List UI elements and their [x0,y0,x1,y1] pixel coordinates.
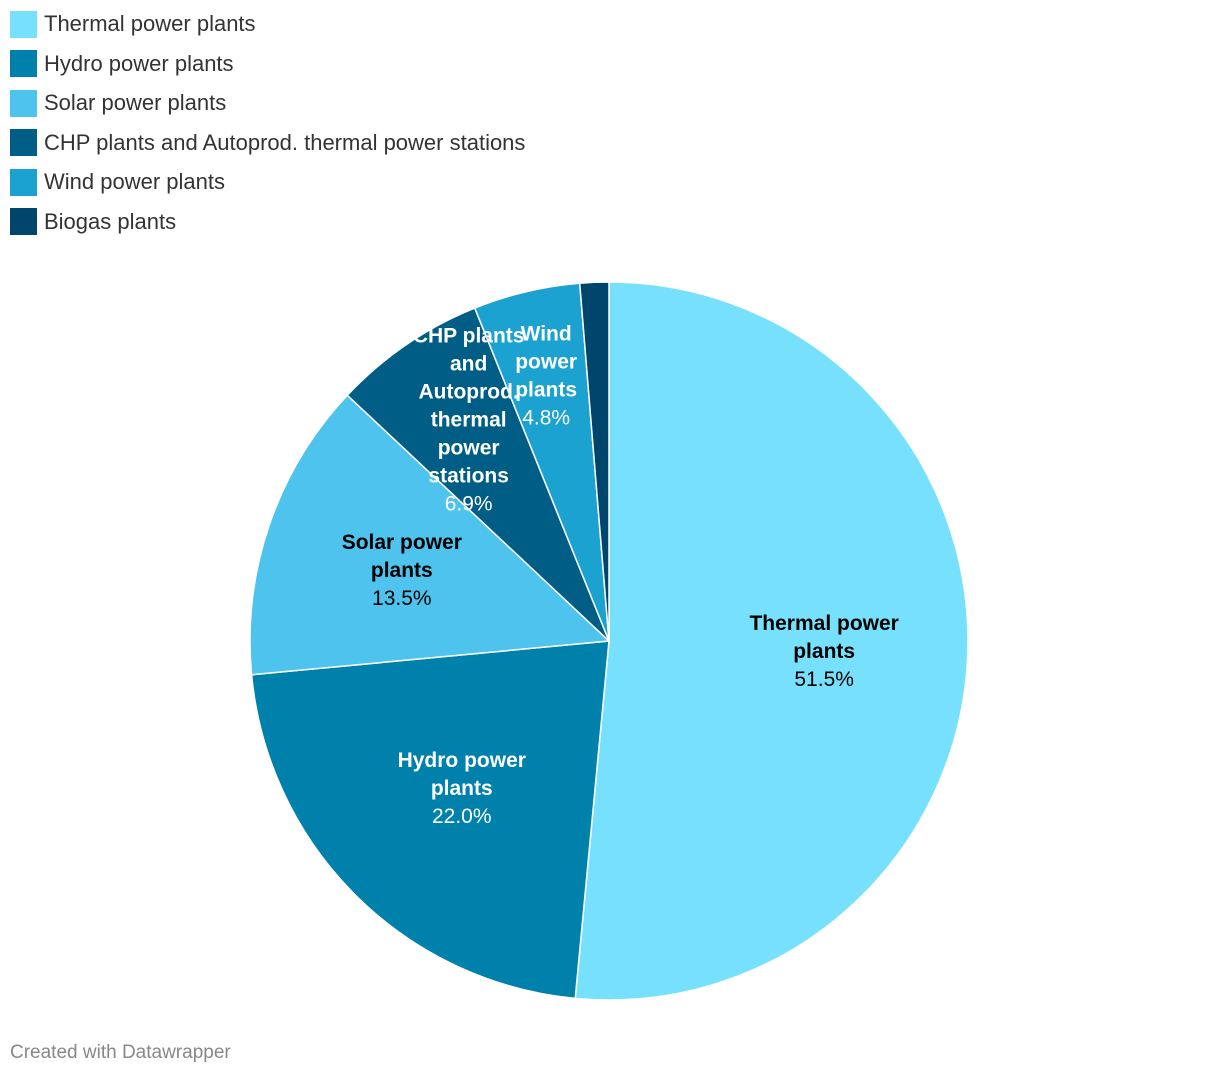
legend-swatch [10,50,37,78]
slice-label-hydro-power-plants: Hydro power plants 22.0% [398,749,526,828]
slice-label-line: power [515,350,577,373]
slice-label-line: Wind [521,322,572,345]
slice-value-label: 22.0% [432,805,492,828]
legend-label: Wind power plants [44,169,225,195]
slice-label-chp-plants-and-autoprod-thermal-power-stations: CHP plants and Autoprod. thermal power statio… [413,325,525,516]
slice-value-label: 6.9% [445,493,493,516]
slice-label-wind-power-plants: Wind power plants 4.8% [515,322,577,429]
slice-label-line: Thermal power [749,612,898,635]
slice-label-line: plants [371,559,433,582]
slice-label-line: CHP plants [413,325,525,348]
credit-text[interactable]: Created with Datawrapper [10,1042,231,1063]
pie-slice-thermal-power-plants[interactable] [574,281,969,1001]
slice-label-thermal-power-plants: Thermal power plants 51.5% [749,612,898,691]
legend-item-solar-power-plants: Solar power plants [10,89,525,117]
slice-label-line: Hydro power [398,749,526,772]
pie-slice-labels: Thermal power plants 51.5% Hydro power plant… [342,322,899,828]
legend-label: Biogas plants [44,208,177,234]
slice-value-label: 4.8% [522,406,570,429]
slice-label-line: plants [431,777,493,800]
pie-slice-solar-power-plants[interactable] [249,394,611,676]
slice-value-label: 13.5% [372,587,432,610]
legend-swatch [10,168,37,196]
legend-swatch [10,10,37,38]
legend-item-chp-plants-and-autoprod-thermal-power-stations: CHP plants and Autoprod. thermal power s… [10,129,525,157]
legend-label: Hydro power plants [44,50,234,76]
legend-item-wind-power-plants: Wind power plants [10,168,525,196]
slice-label-line: plants [793,640,855,663]
legend-item-biogas-plants: Biogas plants [10,208,525,236]
slice-label-line: plants [515,378,577,401]
slice-label-line: stations [428,465,509,488]
slice-label-line: thermal [431,409,507,432]
pie-slice-chp-plants-and-autoprod-thermal-power-stations[interactable] [346,307,610,642]
slice-label-solar-power-plants: Solar power plants 13.5% [342,531,462,610]
pie-slice-hydro-power-plants[interactable] [250,640,610,1000]
slice-label-line: power [438,437,500,460]
legend-label: Thermal power plants [44,11,256,36]
pie-slice-biogas-plants[interactable] [578,281,610,642]
pie-slices [249,281,969,1001]
slice-label-line: Autoprod. [418,381,518,404]
legend-swatch [10,129,37,157]
legend-swatch [10,89,37,117]
slice-label-line: and [450,353,487,376]
legend-label: CHP plants and Autoprod. thermal power s… [44,129,526,155]
legend: Thermal power plants Hydro power plants So… [10,10,525,248]
legend-item-hydro-power-plants: Hydro power plants [10,50,525,78]
legend-swatch [10,208,37,236]
legend-label: Solar power plants [44,90,227,116]
slice-value-label: 51.5% [794,668,854,691]
slice-label-line: Solar power [342,531,462,554]
legend-item-thermal-power-plants: Thermal power plants [10,10,525,38]
